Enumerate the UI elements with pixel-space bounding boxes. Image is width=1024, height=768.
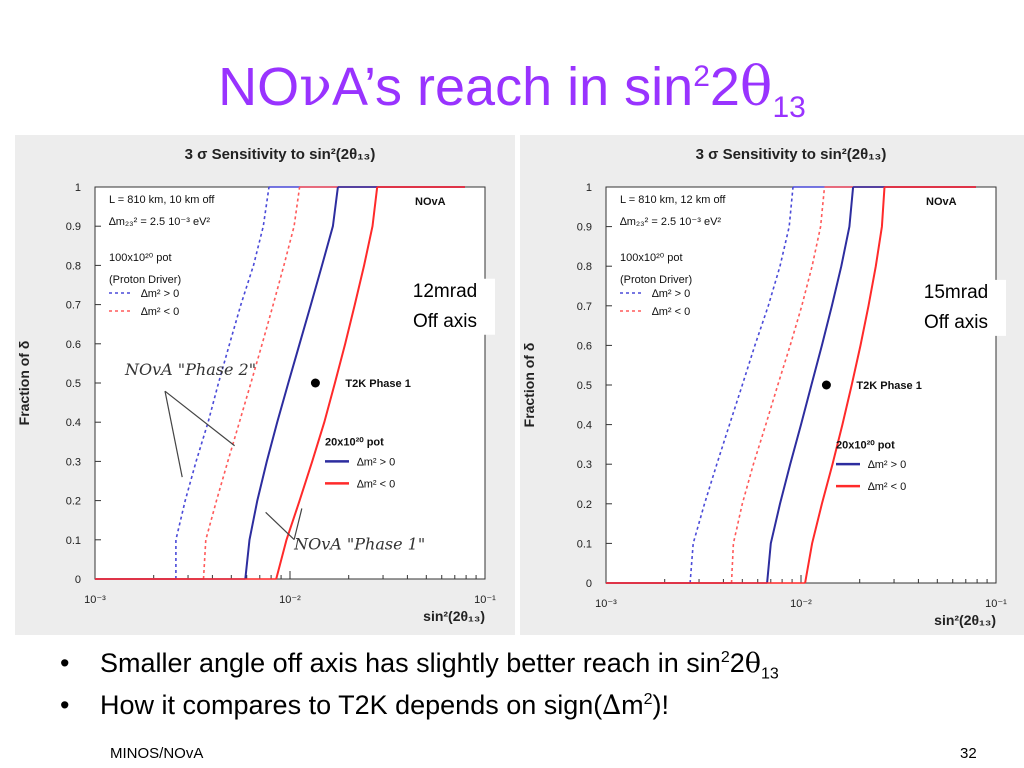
chart-title: 3 σ Sensitivity to sin²(2θ₁₃) bbox=[696, 146, 887, 163]
legend-label: ∆m² > 0 bbox=[868, 459, 906, 471]
bullet-item: • How it compares to T2K depends on sign(… bbox=[60, 687, 779, 729]
y-tick-label: 0.1 bbox=[66, 535, 81, 547]
annotation-arrow bbox=[164, 390, 235, 447]
footer-source: MINOS/NOvA bbox=[110, 745, 204, 762]
off-axis-label: Off axis bbox=[924, 312, 988, 333]
legend-label: ∆m² < 0 bbox=[652, 306, 690, 318]
y-axis-label: Fraction of δ bbox=[16, 341, 32, 426]
y-tick-label: 0.4 bbox=[66, 417, 81, 429]
page-number: 32 bbox=[960, 745, 977, 762]
series-line-3 bbox=[244, 186, 339, 580]
y-tick-label: 0 bbox=[75, 574, 81, 586]
y-tick-label: 0.2 bbox=[66, 496, 81, 508]
t2k-label: T2K Phase 1 bbox=[345, 378, 410, 390]
bullet-item: • Smaller angle off axis has slightly bet… bbox=[60, 645, 779, 687]
y-tick-label: 0.7 bbox=[577, 301, 592, 313]
series-line-2 bbox=[730, 186, 826, 584]
series-line-4 bbox=[275, 186, 379, 580]
sensitivity-chart-left: 3 σ Sensitivity to sin²(2θ₁₃) 0 0.1 0.2 0.3 0… bbox=[15, 135, 515, 635]
annotation-arrow bbox=[265, 511, 295, 541]
off-axis-label-bg bbox=[395, 278, 495, 335]
off-axis-label-bg bbox=[906, 279, 1006, 336]
slide-title: NOνA’s reach in sin22θ13 bbox=[218, 55, 806, 124]
y-tick-label: 0.6 bbox=[577, 340, 592, 352]
detector-label: NOvA bbox=[926, 196, 957, 208]
chart-panel-left: 3 σ Sensitivity to sin²(2θ₁₃) 0 0.1 0.2 0.3 0… bbox=[15, 135, 515, 635]
info-line: 100x10²⁰ pot bbox=[620, 252, 683, 264]
sensitivity-chart-right: 3 σ Sensitivity to sin²(2θ₁₃) 0 0.1 0.2 0.3 0… bbox=[520, 135, 1024, 635]
y-tick-label: 0.4 bbox=[577, 420, 592, 432]
legend-bottom-title: 20x10²⁰ pot bbox=[325, 437, 384, 449]
legend-label: ∆m² < 0 bbox=[141, 306, 179, 318]
x-tick-label: 10⁻² bbox=[790, 598, 812, 610]
y-axis-label: Fraction of δ bbox=[521, 343, 537, 428]
y-tick-label: 0.7 bbox=[66, 300, 81, 312]
x-tick-label: 10⁻³ bbox=[595, 598, 617, 610]
series-line-1 bbox=[689, 186, 794, 584]
t2k-label: T2K Phase 1 bbox=[856, 380, 921, 392]
detector-label: NOvA bbox=[415, 196, 446, 208]
y-tick-label: 0.5 bbox=[577, 380, 592, 392]
legend-label: ∆m² > 0 bbox=[357, 456, 395, 468]
y-tick-label: 1 bbox=[586, 182, 592, 194]
info-line: ∆m₂₃² = 2.5 10⁻³ eV² bbox=[109, 216, 210, 228]
t2k-point bbox=[821, 380, 831, 390]
legend-label: ∆m² > 0 bbox=[652, 288, 690, 300]
bullet-symbol: • bbox=[60, 690, 70, 720]
info-line: (Proton Driver) bbox=[620, 274, 692, 286]
y-tick-label: 0.2 bbox=[577, 499, 592, 511]
y-tick-label: 0.9 bbox=[66, 221, 81, 233]
info-line: 100x10²⁰ pot bbox=[109, 252, 172, 264]
x-tick-label: 10⁻¹ bbox=[474, 594, 496, 606]
info-line: L = 810 km, 12 km off bbox=[620, 194, 726, 206]
bullet-list: • Smaller angle off axis has slightly bet… bbox=[60, 645, 779, 729]
y-tick-label: 0.8 bbox=[66, 260, 81, 272]
info-line: L = 810 km, 10 km off bbox=[109, 194, 215, 206]
off-axis-label: 12mrad bbox=[413, 281, 477, 302]
y-tick-label: 0 bbox=[586, 578, 592, 590]
off-axis-label: Off axis bbox=[413, 311, 477, 332]
x-tick-label: 10⁻³ bbox=[84, 594, 106, 606]
legend-label: ∆m² > 0 bbox=[141, 288, 179, 300]
annotation-phase2: NOvA "Phase 2" bbox=[124, 360, 256, 379]
y-tick-label: 0.3 bbox=[577, 459, 592, 471]
y-tick-label: 0.6 bbox=[66, 339, 81, 351]
t2k-point bbox=[310, 378, 320, 388]
legend-label: ∆m² < 0 bbox=[357, 478, 395, 490]
info-line: ∆m₂₃² = 2.5 10⁻³ eV² bbox=[620, 216, 721, 228]
y-tick-label: 0.5 bbox=[66, 378, 81, 390]
series-line-4 bbox=[804, 186, 886, 584]
y-tick-label: 0.3 bbox=[66, 456, 81, 468]
x-tick-label: 10⁻² bbox=[279, 594, 301, 606]
chart-title: 3 σ Sensitivity to sin²(2θ₁₃) bbox=[185, 146, 376, 163]
plot-area bbox=[605, 186, 997, 584]
annotation-arrow bbox=[293, 508, 303, 540]
info-line: (Proton Driver) bbox=[109, 274, 181, 286]
annotation-phase1: NOvA "Phase 1" bbox=[293, 535, 425, 554]
y-tick-label: 1 bbox=[75, 182, 81, 194]
y-tick-label: 0.9 bbox=[577, 222, 592, 234]
off-axis-label: 15mrad bbox=[924, 282, 988, 303]
x-tick-label: 10⁻¹ bbox=[985, 598, 1007, 610]
legend-label: ∆m² < 0 bbox=[868, 481, 906, 493]
x-axis-label: sin²(2θ₁₃) bbox=[934, 612, 996, 628]
y-tick-label: 0.8 bbox=[577, 261, 592, 273]
series-line-1 bbox=[175, 186, 270, 579]
legend-bottom-title: 20x10²⁰ pot bbox=[836, 439, 895, 451]
annotation-arrow bbox=[164, 391, 183, 478]
series-line-2 bbox=[202, 186, 301, 580]
series-line-3 bbox=[766, 186, 855, 584]
plot-area bbox=[94, 186, 486, 580]
y-tick-label: 0.1 bbox=[577, 538, 592, 550]
bullet-symbol: • bbox=[60, 648, 70, 678]
chart-panel-right: 3 σ Sensitivity to sin²(2θ₁₃) 0 0.1 0.2 0.3 0… bbox=[520, 135, 1024, 635]
x-axis-label: sin²(2θ₁₃) bbox=[423, 608, 485, 624]
